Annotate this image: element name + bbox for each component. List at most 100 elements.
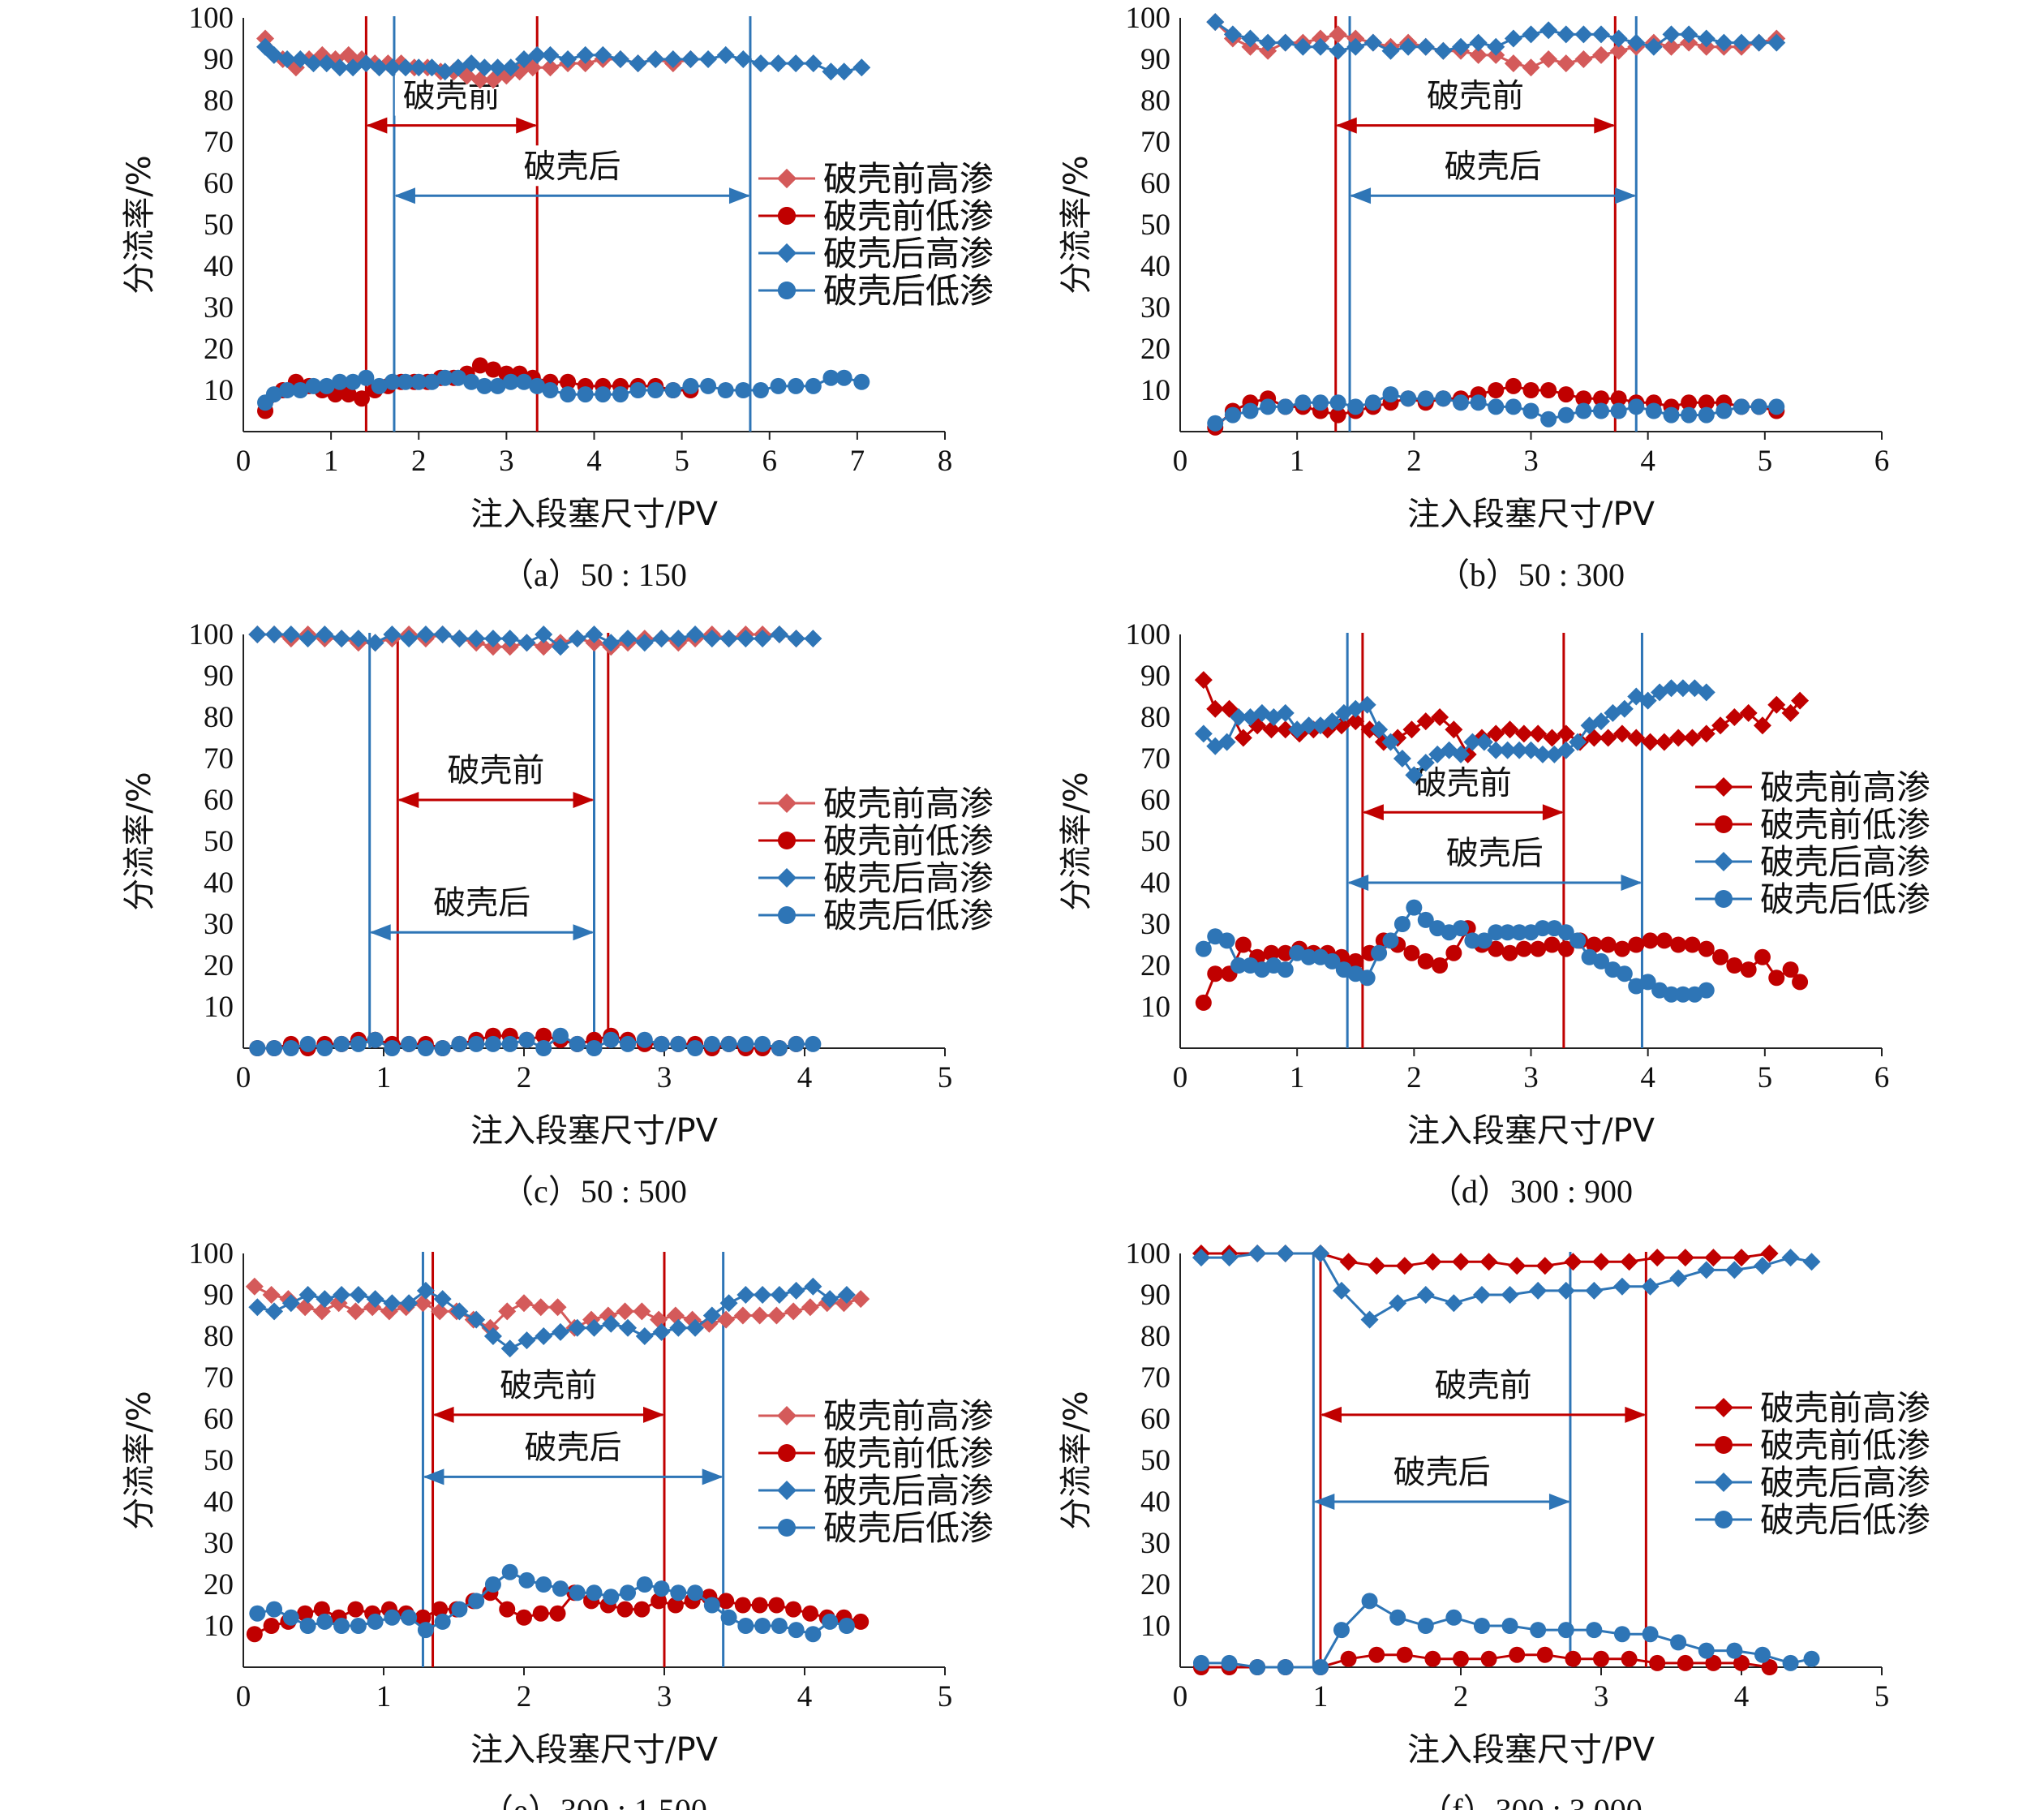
data-point [1592,712,1610,731]
data-point [340,386,357,403]
y-tick-label: 100 [1126,618,1171,651]
arrow-head-left [393,187,415,204]
data-point [297,1605,314,1622]
data-point [299,1618,316,1634]
data-point [316,1613,333,1630]
data-point [1574,25,1593,44]
data-point [687,1584,704,1601]
data-point [266,1040,283,1056]
data-point [837,1286,856,1304]
data-point [734,50,753,68]
data-point [463,373,480,390]
data-point [316,626,334,643]
data-point [266,1601,283,1618]
legend-marker [1714,777,1733,797]
data-point [647,382,664,398]
data-point [549,1605,566,1622]
data-point [357,54,376,73]
data-point [1557,741,1575,759]
data-point [1469,33,1488,52]
data-point [535,1027,552,1044]
x-tick-label: 2 [1454,1680,1469,1713]
data-point [313,1601,330,1618]
data-point [1750,33,1768,52]
data-point [838,1618,855,1634]
data-point [1663,406,1680,423]
data-point [423,58,441,77]
arrow-head-left [1320,1406,1342,1423]
data-point [476,377,493,394]
data-point [350,1618,367,1634]
before-span-label: 破壳前 [447,752,544,789]
data-point [384,373,401,390]
data-point [788,1622,805,1639]
data-point [1698,406,1715,423]
before-span-label: 破壳前 [1427,78,1524,115]
data-point [633,1601,651,1618]
data-point [805,1626,822,1643]
data-point [249,1605,266,1622]
data-point [1698,1642,1715,1659]
data-point [1540,411,1557,428]
data-point [298,630,317,648]
data-point [1195,940,1212,957]
data-point [1781,1249,1800,1267]
x-tick-label: 2 [1406,445,1422,478]
data-point [1768,969,1785,987]
data-point [281,626,300,643]
data-point [1514,724,1533,743]
data-point [602,1314,620,1333]
arrow-head-right [728,187,750,204]
data-point [1259,33,1278,52]
data-point [1480,1650,1497,1667]
y-tick-label: 20 [204,949,234,982]
data-point [560,373,577,390]
data-point [400,630,419,648]
data-point [1194,724,1213,743]
data-point [1715,33,1733,52]
y-tick-label: 50 [204,825,234,858]
y-tick-label: 20 [1140,949,1170,982]
data-point [434,1613,451,1630]
data-point [1642,932,1659,949]
legend-marker [778,1444,796,1462]
data-point [1698,982,1715,999]
data-point [518,1031,535,1048]
legend-marker [1714,852,1733,871]
data-point [1262,720,1281,739]
data-point [1276,1245,1295,1262]
data-point [542,382,559,398]
data-point [1802,1253,1821,1271]
data-point [367,1613,384,1630]
data-point [804,630,822,648]
data-point [1754,1646,1771,1663]
data-point [400,1294,419,1313]
data-point [852,1290,870,1309]
y-tick-label: 60 [204,1403,234,1436]
data-point [1628,398,1645,415]
data-point [1628,936,1645,953]
data-point [1740,961,1757,978]
arrow-head-right [573,924,595,941]
data-point [282,1040,299,1056]
data-point [1501,1286,1519,1304]
data-point [1697,724,1716,743]
data-point [1754,948,1771,965]
legend-label: 破壳后高渗 [1760,842,1930,882]
data-point [1312,1659,1329,1675]
data-point [1791,691,1810,710]
data-point [752,382,769,398]
data-point [1382,386,1399,403]
data-point [754,1286,772,1304]
data-point [1681,406,1698,423]
data-point [1768,398,1785,415]
arrow-head-left [1313,1494,1335,1510]
data-point [333,1286,351,1304]
data-point [1347,398,1364,415]
data-point [1340,1650,1357,1667]
arrow-head-right [1542,804,1564,821]
data-point [1648,1249,1667,1267]
arrow-head-left [366,117,388,134]
legend-label: 破壳后高渗 [823,234,994,273]
data-point [281,1294,300,1313]
